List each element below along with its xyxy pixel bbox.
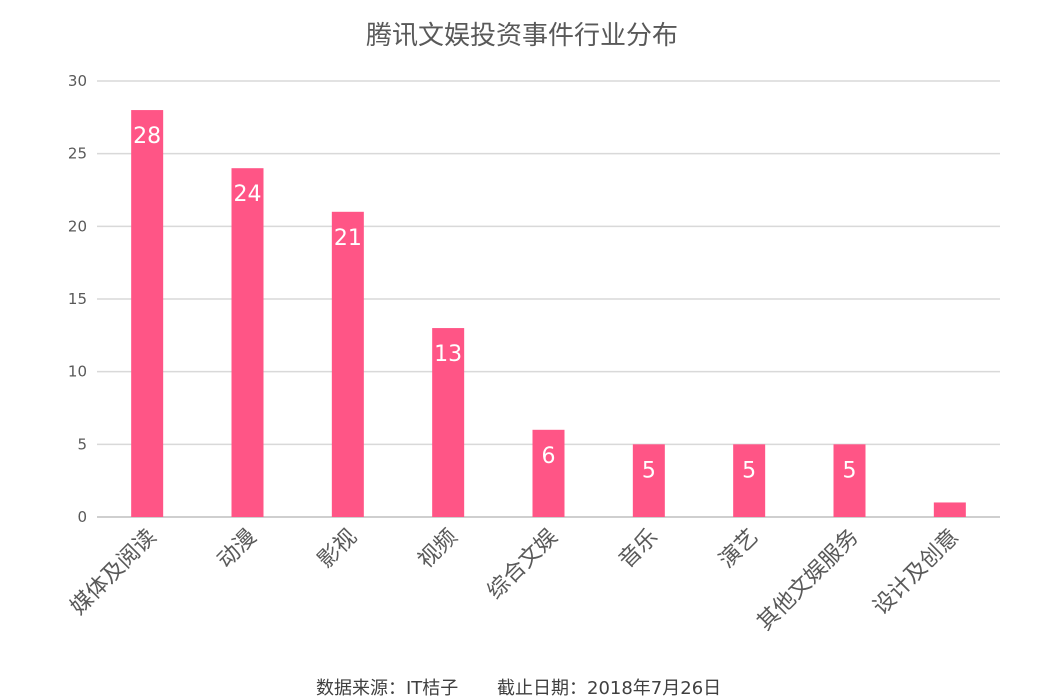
bar-7	[833, 444, 866, 517]
y-tick-label-0: 0	[77, 508, 87, 526]
y-tick-label-15: 15	[68, 290, 87, 308]
x-tick-label-3: 视频	[414, 525, 463, 574]
data-labels: 28 24 21 13 6 5 5 5	[133, 124, 856, 483]
x-tick-label-6: 演艺	[715, 525, 764, 574]
footer-date: 截止日期：2018年7月26日	[497, 678, 721, 699]
bar-1	[231, 168, 264, 517]
x-tick-label-2: 影视	[313, 525, 362, 574]
bar-3	[432, 328, 465, 517]
bar-6	[733, 444, 766, 517]
data-label-4: 6	[542, 444, 556, 469]
y-tick-label-25: 25	[68, 145, 87, 163]
data-label-0: 28	[133, 124, 161, 149]
data-label-5: 5	[642, 458, 656, 483]
x-tick-label-8: 设计及创意	[869, 525, 964, 620]
data-label-7: 5	[843, 458, 857, 483]
bars	[131, 110, 966, 518]
x-tick-label-0: 媒体及阅读	[66, 525, 161, 620]
data-label-1: 24	[234, 182, 262, 207]
x-tick-label-1: 动漫	[213, 525, 262, 574]
bar-4	[532, 429, 565, 517]
y-tick-label-30: 30	[68, 72, 87, 90]
bar-8	[933, 502, 966, 517]
footer-source: 数据来源：IT桔子	[316, 678, 458, 699]
y-tick-label-5: 5	[77, 435, 87, 453]
chart-title: 腾讯文娱投资事件行业分布	[366, 21, 678, 51]
x-tick-label-4: 综合文娱	[483, 525, 563, 605]
bar-5	[632, 444, 665, 517]
y-tick-label-10: 10	[68, 363, 87, 381]
y-axis-ticks: 0 5 10 15 20 25 30	[68, 72, 87, 526]
bar-0	[131, 110, 164, 518]
x-tick-label-7: 其他文娱服务	[753, 525, 864, 636]
y-tick-label-20: 20	[68, 217, 87, 235]
x-tick-label-5: 音乐	[614, 525, 663, 574]
data-label-3: 13	[434, 342, 462, 367]
data-label-6: 5	[742, 458, 756, 483]
data-label-2: 21	[334, 226, 362, 251]
bar-2	[331, 211, 364, 518]
